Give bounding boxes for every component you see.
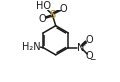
Text: O: O: [85, 51, 93, 61]
Text: O: O: [85, 35, 93, 45]
Text: HO: HO: [36, 1, 51, 11]
Text: O: O: [60, 4, 67, 14]
Text: N: N: [77, 43, 84, 53]
Text: H₂N: H₂N: [22, 42, 40, 52]
Text: S: S: [49, 10, 55, 20]
Text: +: +: [81, 41, 87, 47]
Text: O: O: [38, 14, 46, 24]
Text: −: −: [89, 55, 96, 64]
